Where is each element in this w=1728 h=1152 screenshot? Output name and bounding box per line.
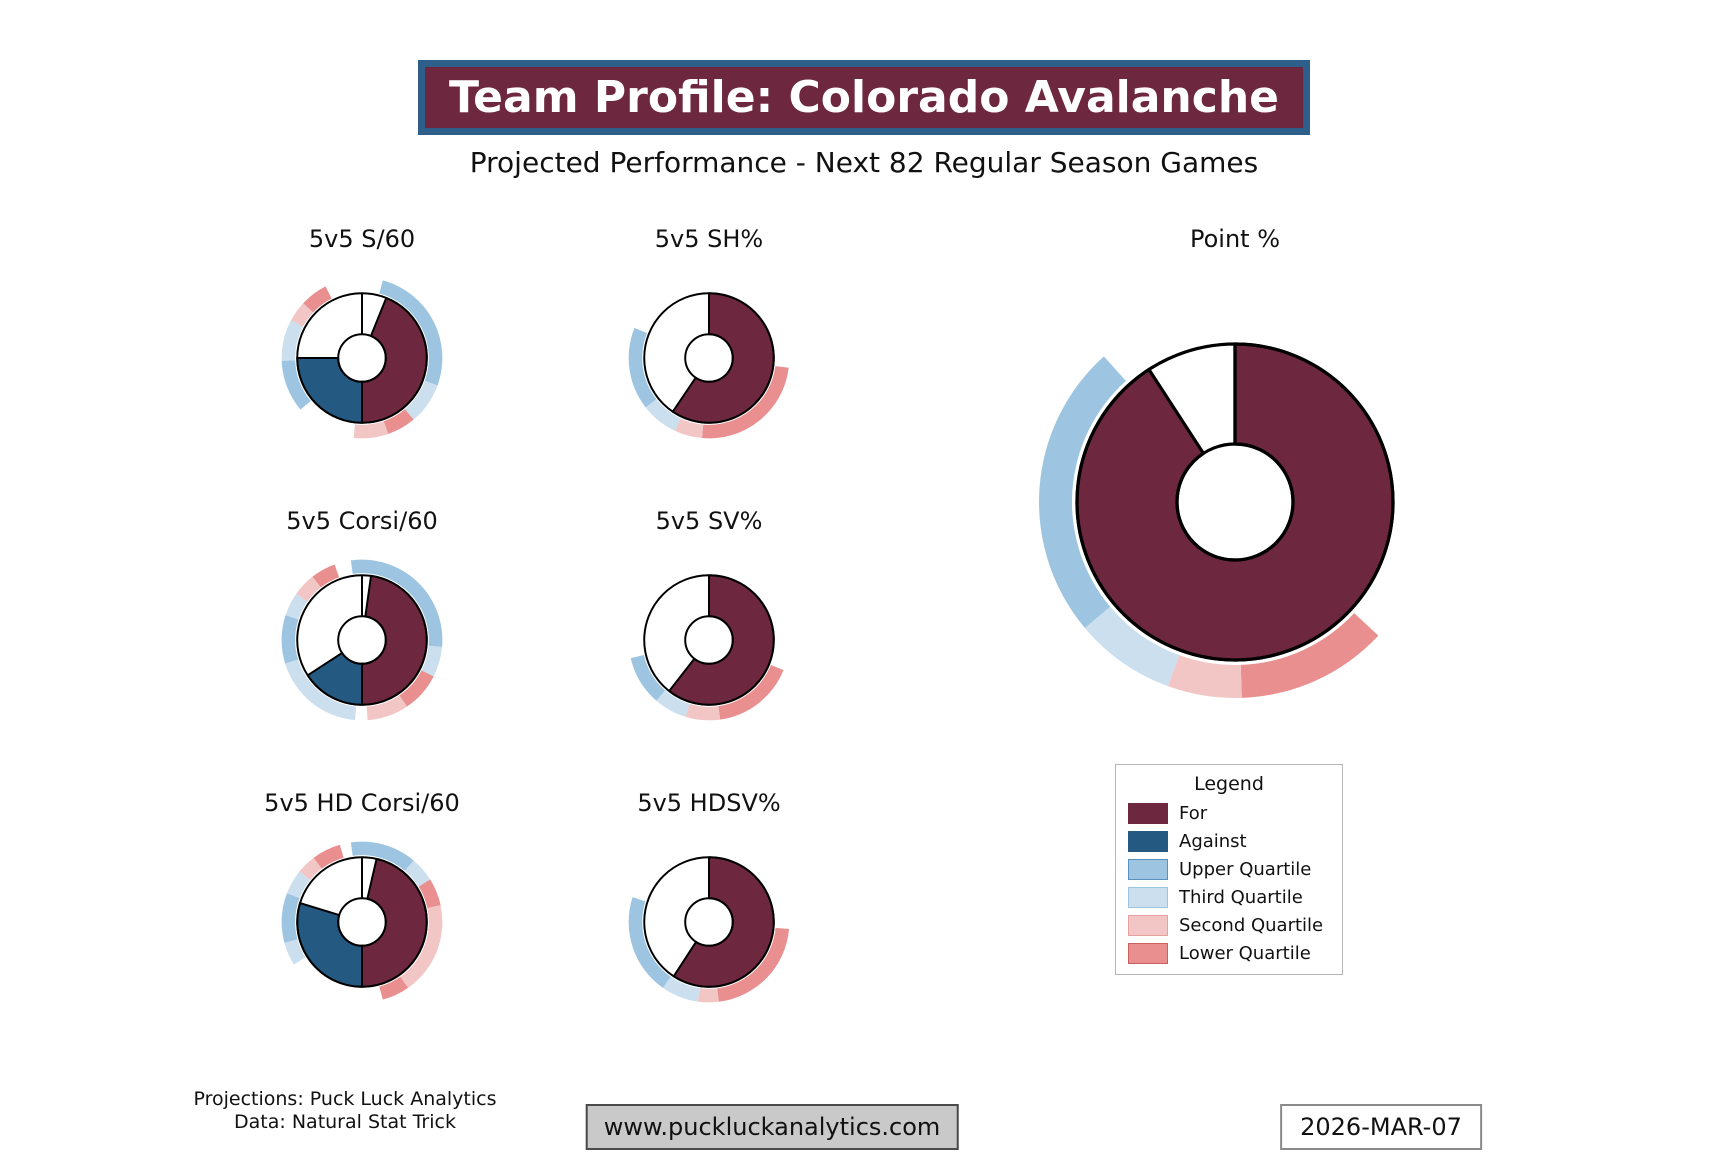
- chart-5v5-corsi60: 5v5 Corsi/60: [242, 506, 482, 726]
- donut-5v5-s60: [242, 254, 482, 444]
- chart-title-5v5-s60: 5v5 S/60: [308, 225, 416, 253]
- chart-5v5-hdsv-pct: 5v5 HDSV%: [589, 788, 829, 1008]
- footer-projections-line: Projections: Puck Luck Analytics: [193, 1088, 497, 1110]
- donut-point-pct: [1035, 254, 1435, 706]
- legend-swatch-upper-quartile: [1128, 859, 1168, 880]
- chart-title-5v5-hd-corsi60: 5v5 HD Corsi/60: [264, 789, 460, 817]
- legend-label-third-quartile: Third Quartile: [1179, 887, 1303, 908]
- chart-title-5v5-corsi60: 5v5 Corsi/60: [286, 507, 438, 535]
- chart-5v5-sv-pct: 5v5 SV%: [589, 506, 829, 726]
- donut-5v5-sv-pct: [589, 536, 829, 726]
- chart-title-point-pct: Point %: [1189, 225, 1281, 253]
- legend-item-third-quartile: Third Quartile: [1128, 887, 1330, 908]
- legend-item-lower-quartile: Lower Quartile: [1128, 943, 1330, 964]
- legend-label-lower-quartile: Lower Quartile: [1179, 943, 1311, 964]
- donut-5v5-hd-corsi60: [222, 818, 502, 1008]
- legend-item-for: For: [1128, 803, 1330, 824]
- donut-5v5-corsi60: [242, 536, 482, 726]
- chart-point-pct: Point %: [1035, 224, 1435, 706]
- legend-swatch-third-quartile: [1128, 887, 1168, 908]
- legend: Legend For Against Upper Quartile Third …: [1115, 764, 1343, 975]
- legend-label-upper-quartile: Upper Quartile: [1179, 859, 1312, 880]
- chart-title-5v5-sv-pct: 5v5 SV%: [655, 507, 763, 535]
- donut-5v5-sh-pct: [589, 254, 829, 444]
- donut-svg: [281, 280, 443, 439]
- chart-title-5v5-sh-pct: 5v5 SH%: [654, 225, 764, 253]
- donut-svg: [281, 841, 443, 1000]
- page-title-banner: Team Profile: Colorado Avalanche: [418, 60, 1310, 135]
- legend-label-against: Against: [1179, 831, 1247, 852]
- footer-url-box: www.puckluckanalytics.com: [585, 1104, 959, 1150]
- page-title: Team Profile: Colorado Avalanche: [449, 72, 1279, 123]
- legend-swatch-against: [1128, 831, 1168, 852]
- chart-5v5-s60: 5v5 S/60: [242, 224, 482, 444]
- legend-swatch-for: [1128, 803, 1168, 824]
- legend-label-for: For: [1179, 803, 1208, 824]
- donut-5v5-hdsv-pct: [589, 818, 829, 1008]
- chart-title-5v5-hdsv-pct: 5v5 HDSV%: [637, 789, 781, 817]
- legend-item-second-quartile: Second Quartile: [1128, 915, 1330, 936]
- legend-title: Legend: [1194, 773, 1264, 795]
- chart-5v5-sh-pct: 5v5 SH%: [589, 224, 829, 444]
- footer-data-line: Data: Natural Stat Trick: [234, 1111, 456, 1133]
- page-subtitle: Projected Performance - Next 82 Regular …: [469, 146, 1259, 179]
- legend-swatch-lower-quartile: [1128, 943, 1168, 964]
- donut-svg: [628, 856, 790, 1003]
- chart-5v5-hd-corsi60: 5v5 HD Corsi/60: [222, 788, 502, 1008]
- donut-svg: [1039, 342, 1395, 698]
- legend-swatch-second-quartile: [1128, 915, 1168, 936]
- donut-svg: [281, 559, 443, 721]
- donut-svg: [630, 574, 784, 721]
- footer-date-box: 2026-MAR-07: [1280, 1104, 1482, 1150]
- footer-credits: Projections: Puck Luck Analytics Data: N…: [170, 1088, 520, 1134]
- donut-svg: [628, 292, 789, 439]
- legend-label-second-quartile: Second Quartile: [1179, 915, 1324, 936]
- legend-item-upper-quartile: Upper Quartile: [1128, 859, 1330, 880]
- legend-item-against: Against: [1128, 831, 1330, 852]
